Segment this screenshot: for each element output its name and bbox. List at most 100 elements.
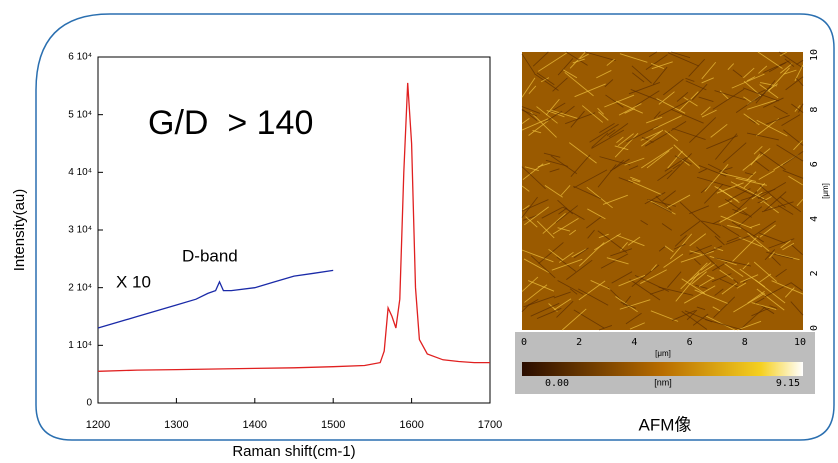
afm-streak <box>616 234 645 247</box>
afm-streak <box>674 234 687 247</box>
afm-streak <box>606 129 616 137</box>
afm-streak <box>522 163 544 180</box>
afm-streak <box>667 150 683 169</box>
afm-streak <box>742 148 771 171</box>
afm-streak <box>521 199 549 212</box>
afm-streak <box>688 263 716 282</box>
afm-streak <box>688 58 706 77</box>
afm-streak <box>667 271 682 288</box>
afm-streak <box>732 208 748 216</box>
afm-streak <box>545 98 560 116</box>
afm-streak <box>795 77 804 86</box>
afm-streak <box>747 232 770 252</box>
afm-streak <box>560 184 571 196</box>
afm-streak <box>672 163 680 170</box>
afm-streak <box>569 229 577 236</box>
afm-streak <box>769 251 775 259</box>
x-tick-label: 1300 <box>164 419 188 431</box>
afm-streak <box>753 261 777 282</box>
afm-streak <box>764 282 792 298</box>
afm-streak <box>653 115 682 130</box>
afm-streak <box>743 67 755 79</box>
afm-streak <box>640 130 662 141</box>
afm-streak <box>599 156 631 166</box>
afm-streak <box>658 91 675 105</box>
afm-streak <box>773 105 788 115</box>
afm-streak <box>628 82 661 95</box>
afm-streak <box>540 77 550 83</box>
afm-streak <box>562 69 578 79</box>
afm-streak <box>711 273 732 283</box>
afm-streak <box>555 205 578 223</box>
afm-streak <box>616 136 624 144</box>
y-tick-label: 1 10⁴ <box>68 340 92 351</box>
afm-streak <box>689 233 707 247</box>
afm-streak <box>771 280 804 295</box>
afm-streak <box>522 204 530 211</box>
afm-streak <box>536 72 555 86</box>
afm-streak <box>696 306 706 311</box>
afm-streak <box>775 253 800 261</box>
afm-streak <box>694 258 701 266</box>
frame <box>35 13 835 441</box>
afm-streak <box>725 234 752 245</box>
afm-streak <box>765 114 790 125</box>
afm-streak <box>606 58 615 66</box>
afm-x-tick-label: 10 <box>794 337 806 348</box>
afm-streak <box>691 83 708 101</box>
afm-streak <box>521 108 538 121</box>
afm-y-tick-label: 10 <box>809 49 820 61</box>
afm-streak <box>671 51 691 59</box>
afm-streak <box>578 280 606 301</box>
afm-streak <box>769 305 778 309</box>
afm-streak <box>573 185 602 200</box>
afm-streak <box>753 145 763 155</box>
afm-streak <box>521 166 546 190</box>
afm-streak <box>557 280 584 295</box>
afm-streak <box>658 245 666 252</box>
afm-streak <box>675 272 700 302</box>
afm-streak <box>620 301 636 309</box>
y-tick-label: 4 10⁴ <box>68 167 92 178</box>
afm-streak <box>701 109 717 118</box>
afm-streak <box>657 169 673 182</box>
afm-streak <box>648 51 657 58</box>
x-tick-label: 1500 <box>321 419 345 431</box>
afm-streak <box>751 307 771 317</box>
afm-streak <box>635 90 660 106</box>
afm-streak <box>533 73 559 91</box>
afm-streak <box>589 123 619 143</box>
afm-streak <box>598 111 609 121</box>
afm-y-unit: [μm] <box>821 183 830 199</box>
afm-streak <box>736 320 762 331</box>
afm-streak <box>657 98 692 117</box>
afm-streak <box>704 183 724 204</box>
afm-streak <box>628 179 663 196</box>
afm-streak <box>739 274 759 283</box>
afm-streak <box>695 284 708 289</box>
afm-streak <box>649 289 665 295</box>
afm-streak <box>536 307 562 319</box>
series-line <box>97 269 334 329</box>
afm-streak <box>713 296 736 318</box>
afm-streak <box>650 264 657 272</box>
afm-streak <box>523 206 549 226</box>
afm-streak <box>764 249 776 261</box>
afm-streak <box>672 127 706 141</box>
afm-streak <box>619 53 648 63</box>
afm-streak <box>597 107 604 115</box>
afm-streak <box>553 298 572 311</box>
afm-streak <box>597 230 628 253</box>
afm-streak <box>585 51 616 62</box>
afm-streak <box>541 206 563 219</box>
afm-streak <box>673 144 701 169</box>
afm-streak <box>666 194 691 209</box>
afm-streak <box>697 217 721 238</box>
afm-streak <box>521 118 549 131</box>
afm-streak <box>696 176 732 188</box>
afm-streak <box>720 172 757 182</box>
x-tick-label: 1600 <box>399 419 423 431</box>
afm-streak <box>704 163 729 192</box>
afm-streak <box>743 96 752 103</box>
